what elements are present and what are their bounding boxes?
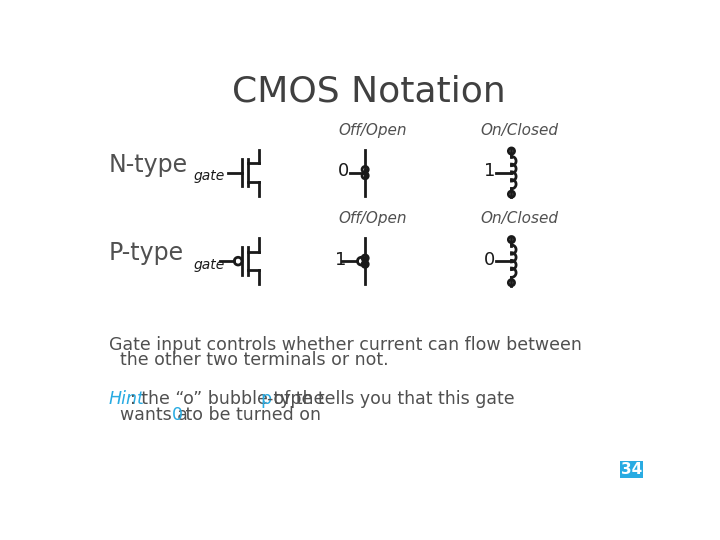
Text: p: p [261,390,271,408]
Text: CMOS Notation: CMOS Notation [232,75,506,109]
Text: 34: 34 [621,462,642,477]
Text: gate: gate [194,258,225,272]
Text: the other two terminals or not.: the other two terminals or not. [109,351,388,369]
Text: to be turned on: to be turned on [179,406,320,424]
Text: Hint: Hint [109,390,145,408]
FancyBboxPatch shape [620,461,643,477]
Text: 0: 0 [338,162,349,180]
Text: Off/Open: Off/Open [338,123,407,138]
Text: : the “o” bubble of the: : the “o” bubble of the [130,390,330,408]
Text: -type tells you that this gate: -type tells you that this gate [267,390,515,408]
Text: Off/Open: Off/Open [338,212,407,226]
Text: Gate input controls whether current can flow between: Gate input controls whether current can … [109,336,582,354]
Text: gate: gate [194,170,225,184]
Text: 0: 0 [485,251,495,268]
Text: On/Closed: On/Closed [480,212,558,226]
Text: P-type: P-type [109,241,184,266]
Text: 1: 1 [485,162,495,180]
Text: wants a: wants a [109,406,193,424]
Text: 0: 0 [172,406,183,424]
Text: N-type: N-type [109,153,188,177]
Text: On/Closed: On/Closed [480,123,558,138]
Text: 1: 1 [335,251,346,268]
